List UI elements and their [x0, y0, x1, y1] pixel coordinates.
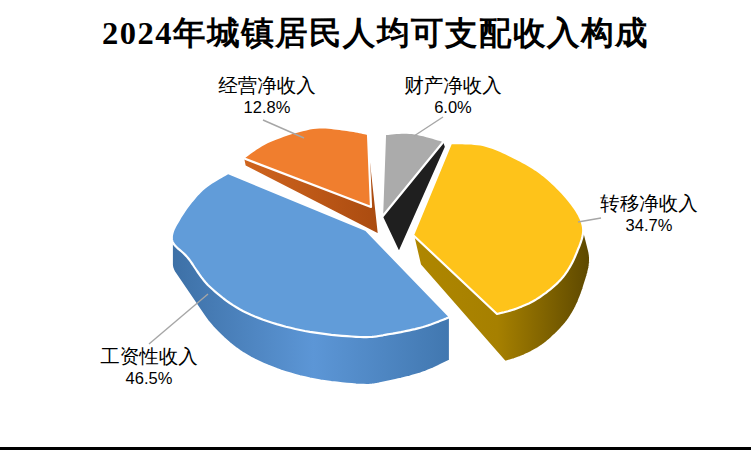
- label-business-income: 经营净收入 12.8%: [202, 74, 332, 119]
- label-transfer-income: 转移净收入 34.7%: [584, 192, 714, 237]
- leader-line-wage: [149, 294, 208, 344]
- label-wage-income: 工资性收入 46.5%: [84, 345, 214, 390]
- leader-line-property: [414, 117, 443, 136]
- label-property-income: 财产净收入 6.0%: [388, 74, 518, 119]
- bottom-border: [0, 447, 751, 450]
